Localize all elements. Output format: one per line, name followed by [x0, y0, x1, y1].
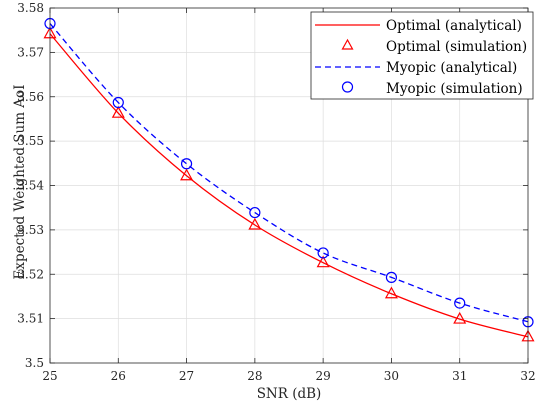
series-line-0	[49, 33, 529, 338]
x-tick-label: 27	[179, 369, 194, 383]
x-tick-label: 32	[520, 369, 535, 383]
circle-marker-3-2	[180, 158, 193, 170]
series-curves	[49, 23, 529, 338]
x-axis-label: SNR (dB)	[257, 386, 322, 402]
legend-swatch-myopic-simulation	[341, 81, 354, 93]
circle-marker-3-6	[454, 297, 466, 309]
legend-label-optimal-simulation: Optimal (simulation)	[386, 39, 527, 55]
y-tick-label: 3.58	[17, 1, 44, 15]
axis-ticks: 25 26 27 28 29 30 31 32 3.5 3.51 3.52 3.53 3.54 3.55 3…	[17, 1, 535, 383]
legend-swatch-optimal-simulation	[341, 38, 354, 50]
x-tick-label: 26	[111, 369, 126, 383]
y-tick-label: 3.5	[25, 356, 44, 370]
series-line-2	[49, 23, 529, 323]
legend: Optimal (analytical) Optimal (simulation…	[310, 11, 534, 100]
legend-box	[310, 11, 534, 100]
legend-label-myopic-analytical: Myopic (analytical)	[386, 60, 517, 76]
triangle-marker-1-3	[248, 217, 262, 230]
legend-label-myopic-simulation: Myopic (simulation)	[386, 81, 523, 97]
circle-marker-3-1	[112, 96, 124, 109]
y-tick-label: 3.54	[17, 179, 44, 193]
y-tick-label: 3.51	[17, 312, 44, 326]
series-markers	[43, 17, 535, 342]
y-axis-label: Expected Weighted Sum AoI	[12, 84, 28, 279]
triangle-marker-1-2	[180, 168, 194, 181]
y-tick-label: 3.55	[17, 134, 44, 148]
legend-label-optimal-analytical: Optimal (analytical)	[386, 18, 522, 34]
x-tick-label: 25	[42, 369, 57, 383]
x-tick-label: 31	[452, 369, 467, 383]
triangle-marker-1-4	[316, 255, 330, 268]
triangle-marker-1-6	[453, 311, 467, 324]
x-tick-label: 30	[384, 369, 399, 383]
y-tick-label: 3.52	[17, 267, 44, 281]
y-tick-label: 3.53	[17, 223, 44, 237]
triangle-marker-1-5	[384, 286, 398, 299]
circle-marker-3-4	[317, 247, 329, 259]
x-tick-label: 28	[247, 369, 262, 383]
triangle-marker-1-1	[111, 105, 125, 118]
x-tick-label: 29	[316, 369, 331, 383]
circle-marker-3-5	[385, 271, 398, 283]
circle-marker-3-3	[249, 206, 261, 219]
y-tick-label: 3.57	[17, 45, 44, 59]
y-tick-label: 3.56	[17, 90, 44, 104]
